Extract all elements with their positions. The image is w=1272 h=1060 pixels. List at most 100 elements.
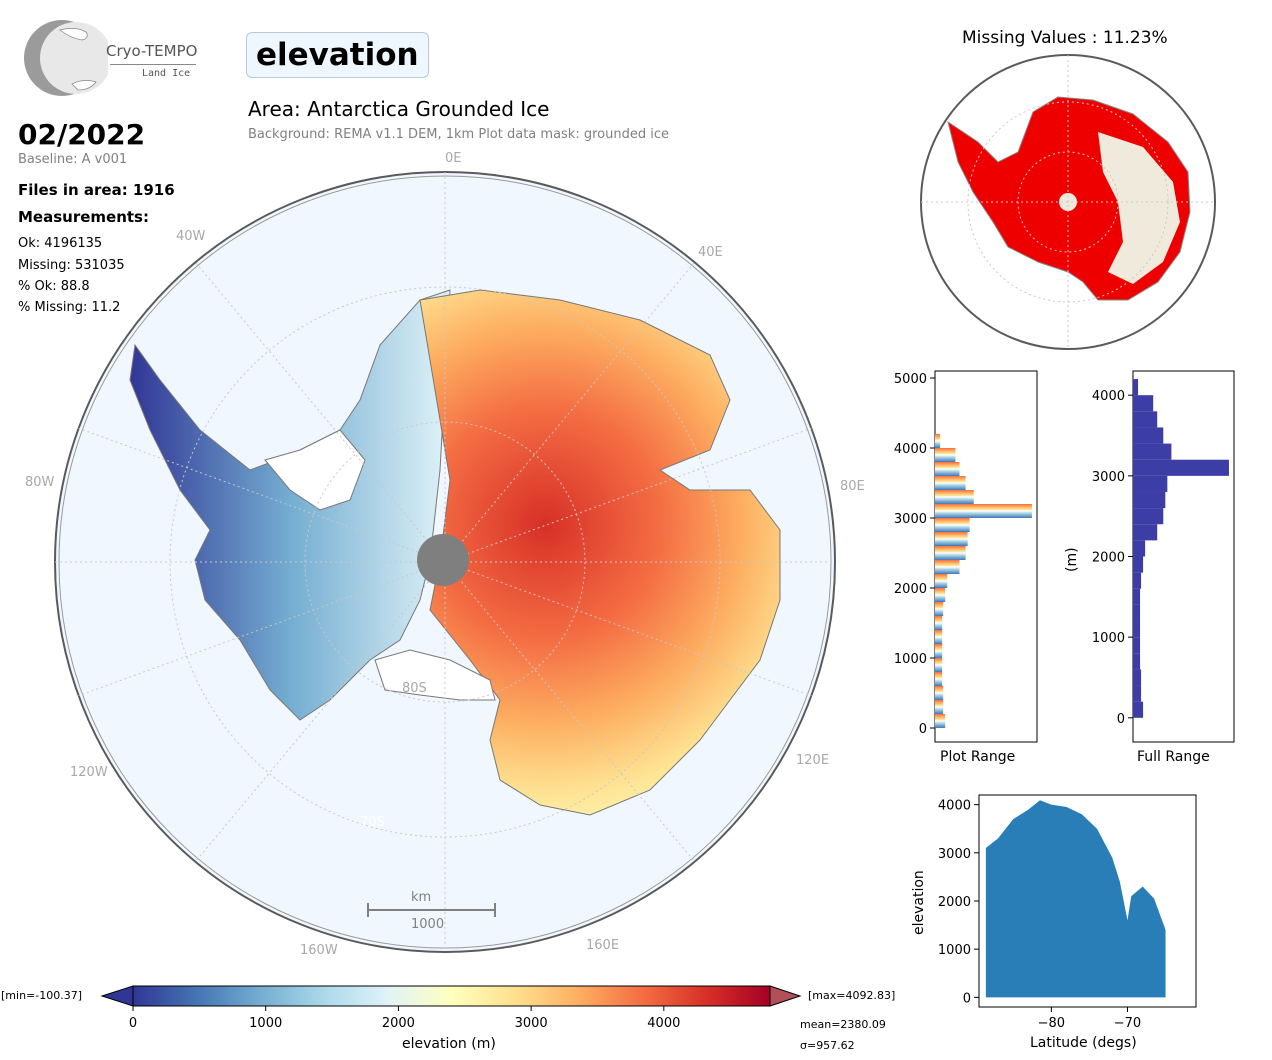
lon-label-120e: 120E (796, 753, 830, 768)
hist-bar (935, 630, 943, 644)
hist-plot-xlabel: Plot Range (940, 749, 1015, 765)
scatter-ylabel: elevation (911, 870, 927, 935)
hist-bar (1133, 604, 1141, 622)
lon-label-120w: 120W (70, 765, 108, 780)
hist-bar (1133, 475, 1168, 492)
hist-tick-label: 0 (1117, 712, 1125, 727)
colorbar-min-label: [min=-100.37] (1, 989, 82, 1002)
colorbar-max-label: [max=4092.83] (808, 989, 895, 1002)
logo (18, 18, 198, 98)
colorbar-bar (132, 985, 771, 1007)
variable-title: elevation (246, 32, 429, 78)
colorbar-tick-label: 1000 (249, 1016, 282, 1031)
hist-tick-label: 1000 (894, 652, 927, 667)
hist-bar (1133, 556, 1144, 573)
hist-bar (1133, 524, 1158, 541)
lon-label-40w: 40W (176, 229, 206, 244)
hist-bar (1133, 540, 1146, 557)
hist-full-ylabel: (m) (1064, 547, 1080, 572)
stat-ok: Ok: 4196135 (18, 236, 103, 251)
ross-ice-shelf (374, 649, 496, 701)
hist-bar (1133, 427, 1164, 444)
logo-subtitle: Land Ice (142, 68, 191, 79)
scatter-xtick: −70 (1114, 1016, 1141, 1031)
hist-bar (935, 588, 946, 602)
lat-label-80s: 80S (402, 681, 427, 696)
hist-bar (935, 434, 941, 448)
lon-label-0e: 0E (445, 151, 462, 166)
colorbar-max-extend (769, 985, 802, 1007)
main-map: 80S 70S km 1000 (54, 171, 836, 953)
hist-bar (935, 504, 1032, 518)
area-subtitle: Background: REMA v1.1 DEM, 1km Plot data… (248, 127, 669, 142)
hist-tick-label: 3000 (1092, 470, 1125, 485)
hist-bar (1133, 411, 1158, 428)
hist-bar (935, 518, 970, 532)
measurements-heading: Measurements: (18, 208, 149, 226)
hist-bar (935, 644, 943, 658)
hist-tick-label: 2000 (894, 582, 927, 597)
hist-tick-label: 1000 (1092, 631, 1125, 646)
hist-bar (935, 700, 944, 714)
logo-mark (24, 20, 112, 96)
hist-full-range: 0 1000 2000 3000 4000 (m) Full Range (1064, 370, 1235, 765)
scatter-ytick: 1000 (938, 943, 971, 958)
hist-bar (935, 560, 960, 574)
hist-bar (935, 476, 966, 490)
hist-tick-label: 0 (919, 722, 927, 737)
colorbar-min-extend (100, 985, 134, 1007)
hist-bar (1133, 701, 1144, 718)
colorbar-label: elevation (m) (402, 1036, 496, 1052)
missing-map (920, 54, 1216, 350)
hist-bar (1133, 572, 1142, 589)
scatter-xtick: −80 (1038, 1016, 1065, 1031)
hist-bar (935, 490, 974, 504)
hist-bar (935, 448, 956, 462)
hist-bar (1133, 653, 1141, 670)
colorbar-sigma-label: σ=957.62 (800, 1039, 855, 1052)
scale-unit: km (411, 890, 431, 905)
hist-tick-label: 4000 (894, 442, 927, 457)
hist-bar (935, 462, 960, 476)
hist-bar (1133, 621, 1141, 638)
colorbar: 0 1000 2000 3000 4000 elevation (m) [min=-10… (1, 985, 895, 1052)
date-label: 02/2022 (18, 118, 146, 151)
lon-label-80e: 80E (840, 479, 865, 494)
hist-bar (1133, 491, 1166, 509)
files-count: Files in area: 1916 (18, 181, 175, 199)
hist-bar (935, 686, 944, 700)
lat-label-70s: 70S (360, 815, 385, 830)
colorbar-tick-label: 4000 (647, 1016, 680, 1031)
hist-bar (1133, 459, 1229, 476)
scatter-ytick: 0 (963, 991, 971, 1006)
logo-name: Cryo-TEMPO (106, 42, 198, 60)
scatter-ytick: 4000 (938, 799, 971, 814)
colorbar-tick-label: 2000 (382, 1016, 415, 1031)
hist-bar (935, 602, 944, 616)
ronne-ice-shelf (264, 429, 366, 511)
hist-full-xlabel: Full Range (1137, 749, 1210, 765)
stat-missing: Missing: 531035 (18, 258, 125, 273)
hist-bar (935, 546, 966, 560)
hist-tick-label: 4000 (1092, 389, 1125, 404)
scale-value: 1000 (411, 917, 444, 932)
lon-label-40e: 40E (698, 245, 723, 260)
hist-bar (1133, 669, 1142, 686)
stat-pct-ok: % Ok: 88.8 (18, 279, 90, 294)
hist-tick-label: 3000 (894, 512, 927, 527)
area-title: Area: Antarctica Grounded Ice (248, 97, 550, 121)
hist-plot-range: 0 1000 2000 3000 4000 5000 Plot Range (894, 370, 1038, 765)
hist-bar (1133, 588, 1141, 605)
colorbar-tick-label: 0 (129, 1016, 137, 1031)
ok-region (1098, 132, 1180, 284)
hist-bar (935, 532, 968, 546)
baseline-label: Baseline: A v001 (18, 152, 128, 167)
hist-bar (935, 714, 946, 728)
lon-label-160e: 160E (586, 938, 620, 953)
hist-bar (1133, 379, 1139, 396)
hist-bar (1133, 443, 1172, 460)
hist-bar (935, 574, 948, 588)
hist-bar (935, 658, 943, 672)
colorbar-tick-label: 3000 (515, 1016, 548, 1031)
